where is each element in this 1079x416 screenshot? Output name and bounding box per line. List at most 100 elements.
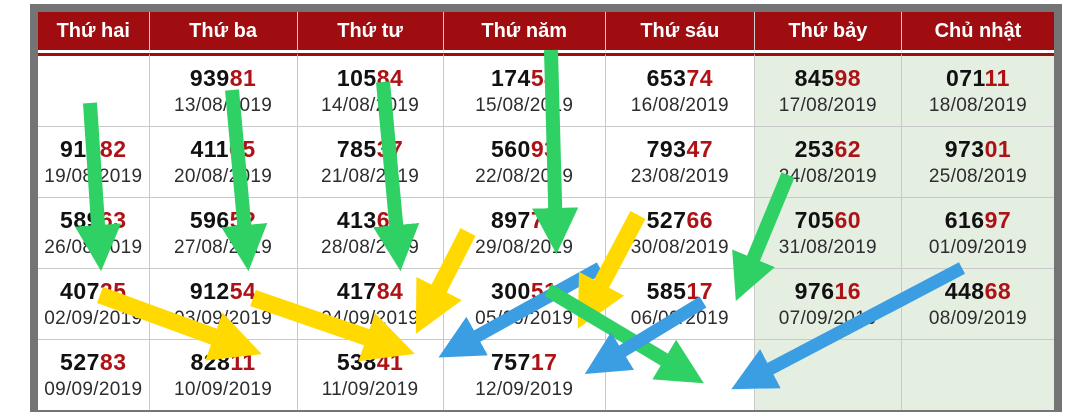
results-table: Thứ hai Thứ ba Thứ tư Thứ năm Thứ sáu Thứ bảy… bbox=[38, 12, 1054, 410]
result-date: 29/08/2019 bbox=[475, 236, 574, 258]
number-black-part: 174 bbox=[490, 64, 531, 91]
number-red-part: 68 bbox=[984, 277, 1012, 304]
result-number: 07111 bbox=[902, 64, 1054, 92]
number-black-part: 413 bbox=[336, 206, 377, 233]
result-number: 52783 bbox=[38, 348, 149, 376]
number-black-part: 538 bbox=[336, 348, 377, 375]
number-black-part: 845 bbox=[794, 64, 835, 91]
result-date: 10/09/2019 bbox=[174, 378, 273, 400]
number-red-part: 54 bbox=[530, 64, 558, 91]
result-number: 65374 bbox=[606, 64, 754, 92]
result-number: 58963 bbox=[38, 206, 149, 234]
result-number: 78537 bbox=[298, 135, 443, 163]
number-black-part: 407 bbox=[60, 277, 100, 304]
result-date: 06/09/2019 bbox=[630, 307, 729, 329]
number-red-part: 17 bbox=[686, 277, 714, 304]
result-date: 28/08/2019 bbox=[321, 236, 420, 258]
result-cell: 78537 21/08/2019 bbox=[297, 127, 444, 198]
header-cell-day-6: Thứ bảy bbox=[754, 12, 902, 53]
result-cell: 41362 28/08/2019 bbox=[297, 198, 444, 269]
number-red-part: 17 bbox=[530, 348, 558, 375]
number-black-part: 757 bbox=[490, 348, 531, 375]
number-black-part: 705 bbox=[794, 206, 835, 233]
number-red-part: 47 bbox=[686, 135, 714, 162]
header-cell-day-5: Thứ sáu bbox=[605, 12, 755, 53]
number-red-part: 84 bbox=[376, 64, 404, 91]
number-red-part: 51 bbox=[530, 277, 558, 304]
number-black-part: 300 bbox=[490, 277, 531, 304]
table-row: 93981 13/08/2019 10584 14/08/2019 17454 15/08… bbox=[38, 53, 1054, 127]
number-red-part: 82 bbox=[99, 135, 127, 162]
result-cell bbox=[901, 340, 1054, 410]
result-date: 17/08/2019 bbox=[778, 94, 877, 116]
number-red-part: 41 bbox=[376, 348, 404, 375]
number-black-part: 828 bbox=[190, 348, 231, 375]
number-black-part: 653 bbox=[646, 64, 687, 91]
number-red-part: 97 bbox=[984, 206, 1012, 233]
result-number: 79347 bbox=[606, 135, 754, 163]
result-date: 05/09/2019 bbox=[475, 307, 574, 329]
number-red-part: 98 bbox=[834, 64, 862, 91]
result-cell: 30051 05/09/2019 bbox=[443, 269, 606, 340]
result-date: 22/08/2019 bbox=[475, 165, 574, 187]
table-frame: Thứ hai Thứ ba Thứ tư Thứ năm Thứ sáu Thứ bảy… bbox=[30, 4, 1062, 412]
result-cell bbox=[754, 340, 902, 410]
result-cell: 59652 27/08/2019 bbox=[149, 198, 298, 269]
result-number: 59652 bbox=[150, 206, 297, 234]
result-number: 25362 bbox=[755, 135, 901, 163]
number-black-part: 910 bbox=[60, 135, 100, 162]
result-number: 17454 bbox=[444, 64, 605, 92]
result-number: 10584 bbox=[298, 64, 443, 92]
result-number: 30051 bbox=[444, 277, 605, 305]
number-red-part: 93 bbox=[530, 135, 558, 162]
result-cell: 58517 06/09/2019 bbox=[605, 269, 755, 340]
result-cell: 52783 09/09/2019 bbox=[38, 340, 150, 410]
number-red-part: 62 bbox=[376, 206, 404, 233]
result-date: 13/08/2019 bbox=[174, 94, 273, 116]
result-number: 41165 bbox=[150, 135, 297, 163]
result-number: 44868 bbox=[902, 277, 1054, 305]
number-black-part: 585 bbox=[646, 277, 687, 304]
number-red-part: 11 bbox=[984, 64, 1010, 91]
result-date: 20/08/2019 bbox=[174, 165, 273, 187]
header-cell-day-2: Thứ ba bbox=[149, 12, 298, 53]
number-black-part: 105 bbox=[336, 64, 377, 91]
result-cell: 41784 04/09/2019 bbox=[297, 269, 444, 340]
number-black-part: 417 bbox=[336, 277, 377, 304]
result-date: 12/09/2019 bbox=[475, 378, 574, 400]
header-cell-day-4: Thứ năm bbox=[443, 12, 606, 53]
number-red-part: 84 bbox=[376, 277, 404, 304]
number-red-part: 63 bbox=[99, 206, 127, 233]
number-red-part: 74 bbox=[686, 64, 714, 91]
result-cell: 70560 31/08/2019 bbox=[754, 198, 902, 269]
result-number: 40725 bbox=[38, 277, 149, 305]
result-number: 91082 bbox=[38, 135, 149, 163]
result-number: 82811 bbox=[150, 348, 297, 376]
result-date: 04/09/2019 bbox=[321, 307, 420, 329]
result-cell: 07111 18/08/2019 bbox=[901, 53, 1054, 127]
result-cell: 58963 26/08/2019 bbox=[38, 198, 150, 269]
result-date: 03/09/2019 bbox=[174, 307, 273, 329]
header-row: Thứ hai Thứ ba Thứ tư Thứ năm Thứ sáu Thứ bảy… bbox=[38, 12, 1054, 53]
number-red-part: 81 bbox=[229, 64, 257, 91]
number-black-part: 793 bbox=[646, 135, 687, 162]
result-date: 18/08/2019 bbox=[928, 94, 1027, 116]
result-date: 11/09/2019 bbox=[321, 378, 419, 400]
number-red-part: 83 bbox=[99, 348, 127, 375]
number-red-part: 60 bbox=[834, 206, 862, 233]
number-black-part: 411 bbox=[190, 135, 230, 162]
number-black-part: 939 bbox=[189, 64, 230, 91]
result-number: 56093 bbox=[444, 135, 605, 163]
number-black-part: 071 bbox=[945, 64, 985, 91]
result-date: 21/08/2019 bbox=[321, 165, 420, 187]
result-date: 08/09/2019 bbox=[928, 307, 1027, 329]
number-red-part: 65 bbox=[229, 135, 256, 162]
number-black-part: 527 bbox=[646, 206, 687, 233]
result-cell: 52766 30/08/2019 bbox=[605, 198, 755, 269]
number-black-part: 589 bbox=[60, 206, 100, 233]
result-cell: 40725 02/09/2019 bbox=[38, 269, 150, 340]
result-cell: 10584 14/08/2019 bbox=[297, 53, 444, 127]
result-date: 24/08/2019 bbox=[778, 165, 877, 187]
number-red-part: 37 bbox=[376, 135, 404, 162]
result-cell: 84598 17/08/2019 bbox=[754, 53, 902, 127]
